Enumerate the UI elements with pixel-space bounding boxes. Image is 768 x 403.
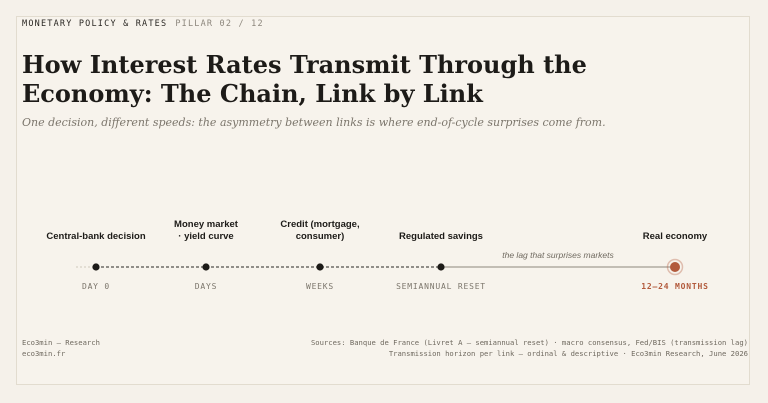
stage-3-node [316,263,324,271]
stage-2-label-line-1: Money market [174,219,239,230]
page-title: How Interest Rates Transmit Through the … [22,50,587,108]
stage-4-label-line-1: Regulated savings [399,231,483,242]
footer-sources-block: Sources: Banque de France (Livret A — se… [311,337,748,359]
footer-site: eco3min.fr [22,349,66,358]
stage-2-node [202,263,210,271]
page-subtitle: One decision, different speeds: the asym… [22,116,606,129]
stage-1-horizon: DAY 0 [82,282,110,291]
stage-1-label-line-1: Central-bank decision [46,231,145,242]
stage-3-label-line-2: consumer) [296,231,345,242]
footer-brand: Eco3min — Research [22,338,100,347]
stage-4-node [437,263,445,271]
pillar-counter: PILLAR 02 / 12 [175,19,264,29]
kicker: MONETARY POLICY & RATES PILLAR 02 / 12 [22,19,264,29]
infographic-card [16,16,750,385]
stage-3-horizon: WEEKS [306,282,334,291]
footer-brand-block: Eco3min — Research eco3min.fr [22,337,100,359]
stage-5-node [670,262,680,272]
stage-5-label-line-1: Real economy [643,231,708,242]
stages-layer: Central-bank decision DAY 0 Money market· … [46,219,708,291]
stage-5-horizon: 12–24 MONTHS [641,282,708,291]
stage-4-horizon: SEMIANNUAL RESET [396,282,486,291]
footer-sources: Sources: Banque de France (Livret A — se… [310,338,748,347]
stage-2-horizon: DAYS [195,282,217,291]
section-kicker: MONETARY POLICY & RATES [22,19,168,29]
stage-2-label-line-2: · yield curve [178,231,233,242]
lag-annotation: the lag that surprises markets [502,250,614,260]
footer-note: Transmission horizon per link — ordinal … [388,349,748,358]
stage-1-node [92,263,100,271]
stage-5-node-halo [666,258,684,276]
stage-3-label-line-1: Credit (mortgage, [280,219,359,230]
